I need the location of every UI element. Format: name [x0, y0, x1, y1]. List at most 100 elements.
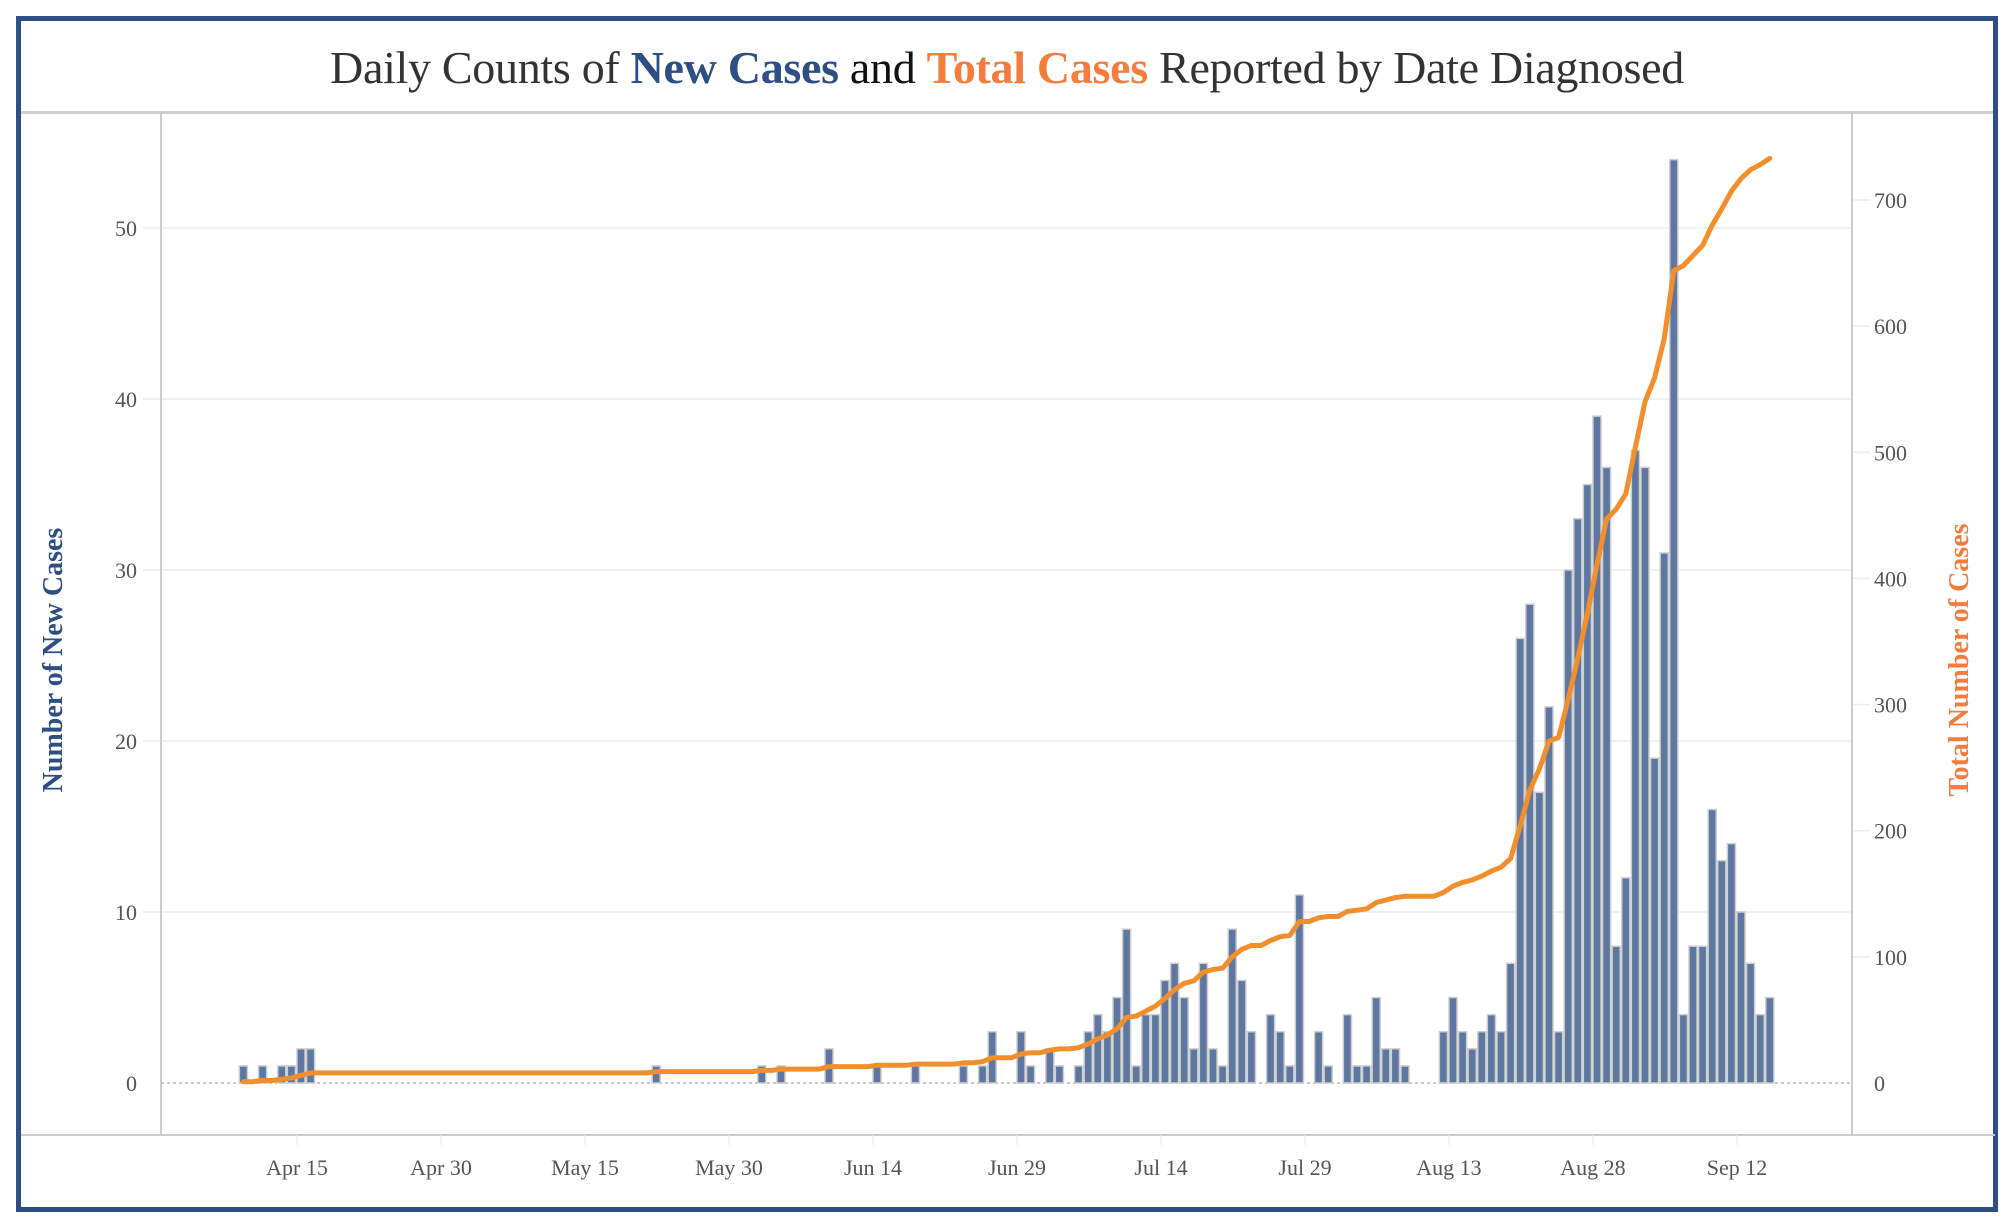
new-cases-bar: [1457, 1030, 1468, 1084]
new-cases-bar: [1381, 1048, 1391, 1084]
title-part-and: and: [838, 42, 927, 93]
xtick-label: Aug 13: [1416, 1155, 1481, 1180]
new-cases-bar: [1160, 979, 1170, 1084]
new-cases-bar: [1352, 1065, 1362, 1084]
new-cases-bar: [1515, 637, 1526, 1084]
ytick-label-right: 300: [1874, 693, 1907, 718]
xtick-label: Apr 15: [266, 1155, 328, 1180]
new-cases-bar: [305, 1048, 316, 1084]
title-part-end: Reported by Date Diagnosed: [1147, 42, 1684, 93]
new-cases-bar: [1390, 1048, 1401, 1084]
ytick-label-right: 500: [1874, 440, 1907, 465]
new-cases-bar: [1707, 808, 1718, 1084]
ytick-label-right: 100: [1874, 945, 1907, 970]
ytick-label-left: 20: [115, 729, 137, 754]
ytick-label-left: 10: [115, 900, 137, 925]
ytick-label-left: 0: [126, 1071, 137, 1096]
new-cases-bar: [1054, 1065, 1065, 1084]
ytick-label-right: 0: [1874, 1071, 1885, 1096]
new-cases-bar: [1736, 911, 1746, 1084]
ytick-label-left: 50: [115, 216, 137, 241]
new-cases-bar: [1726, 842, 1737, 1084]
ytick-label-left: 30: [115, 558, 137, 583]
new-cases-bar: [1745, 962, 1756, 1084]
new-cases-bar: [1525, 603, 1535, 1084]
new-cases-bar: [1141, 1013, 1151, 1084]
new-cases-bar: [1131, 1065, 1142, 1084]
new-cases-bar: [1563, 569, 1574, 1084]
total-cases-line-group: [240, 155, 1773, 1085]
new-cases-bar: [1582, 483, 1593, 1084]
new-cases-bar: [776, 1065, 786, 1084]
new-cases-bar: [1227, 928, 1238, 1084]
new-cases-bar: [1467, 1048, 1478, 1084]
title-total-cases: Total Cases: [926, 42, 1149, 93]
ytick-label-right: 400: [1874, 566, 1907, 591]
new-cases-bar: [1669, 158, 1679, 1084]
new-cases-bar: [1553, 1030, 1564, 1084]
xtick-label: May 30: [695, 1155, 763, 1180]
new-cases-bar: [1121, 928, 1132, 1084]
new-cases-bar: [958, 1065, 969, 1084]
xtick-label: Jun 14: [844, 1155, 902, 1180]
new-cases-bar: [1217, 1065, 1228, 1084]
new-cases-bar: [1659, 552, 1670, 1084]
new-cases-bar: [1093, 1013, 1103, 1084]
new-cases-bar: [1544, 706, 1554, 1084]
xtick-label: Apr 30: [410, 1155, 472, 1180]
xtick-label: May 15: [551, 1155, 619, 1180]
new-cases-bar: [1285, 1065, 1295, 1084]
new-cases-bar: [1265, 1013, 1276, 1084]
new-cases-bar: [277, 1065, 287, 1084]
y-axis-right-title: Total Number of Cases: [1944, 523, 1975, 796]
new-cases-bar: [1083, 1030, 1094, 1084]
new-cases-bar: [1208, 1048, 1218, 1084]
new-cases-bar: [1678, 1013, 1689, 1084]
new-cases-bar: [296, 1048, 306, 1084]
new-cases-bar: [1688, 945, 1698, 1084]
new-cases-bar: [1045, 1048, 1055, 1084]
ytick-label-right: 200: [1874, 819, 1907, 844]
new-cases-bar: [1025, 1065, 1036, 1084]
new-cases-bar: [1534, 791, 1545, 1084]
new-cases-bar: [1169, 962, 1180, 1084]
chart-title: Daily Counts of New Cases and Total Case…: [21, 41, 1993, 94]
new-cases-bar: [1697, 945, 1708, 1084]
xtick-label: Jul 14: [1134, 1155, 1187, 1180]
new-cases-bar: [977, 1065, 988, 1084]
ytick-label-right: 600: [1874, 314, 1907, 339]
total-cases-line: [240, 155, 1773, 1085]
new-cases-bar: [1294, 894, 1305, 1084]
new-cases-bar: [1275, 1030, 1286, 1084]
new-cases-bar: [1323, 1065, 1334, 1084]
xtick-label: Jun 29: [988, 1155, 1046, 1180]
new-cases-bar: [1102, 1030, 1113, 1084]
new-cases-bar: [1073, 1065, 1084, 1084]
ytick-label-left: 40: [115, 387, 137, 412]
new-cases-bar: [1573, 517, 1583, 1084]
new-cases-bar: [1649, 757, 1660, 1084]
new-cases-bar: [757, 1065, 767, 1084]
new-cases-bar: [1198, 962, 1209, 1084]
new-cases-bar: [1477, 1030, 1487, 1084]
new-cases-bar: [1179, 996, 1190, 1084]
title-part-1: Daily Counts of: [330, 42, 631, 93]
new-cases-bar: [1630, 449, 1641, 1084]
new-cases-bar: [1150, 1013, 1161, 1084]
new-cases-bar: [1189, 1048, 1199, 1084]
new-cases-bar: [1611, 945, 1622, 1084]
new-cases-bar: [1621, 877, 1631, 1084]
new-cases-bar: [1342, 1013, 1353, 1084]
new-cases-bar: [1246, 1030, 1257, 1084]
new-cases-bar: [1717, 859, 1727, 1084]
xtick-label: Sep 12: [1707, 1155, 1768, 1180]
new-cases-bar: [1755, 1013, 1766, 1084]
new-cases-bar: [1765, 996, 1775, 1084]
new-cases-bar: [872, 1065, 882, 1084]
new-cases-bar: [910, 1065, 921, 1084]
new-cases-bar: [1496, 1030, 1506, 1084]
new-cases-bar: [1237, 979, 1247, 1084]
new-cases-bar: [1313, 1030, 1324, 1084]
xtick-label: Jul 29: [1278, 1155, 1331, 1180]
